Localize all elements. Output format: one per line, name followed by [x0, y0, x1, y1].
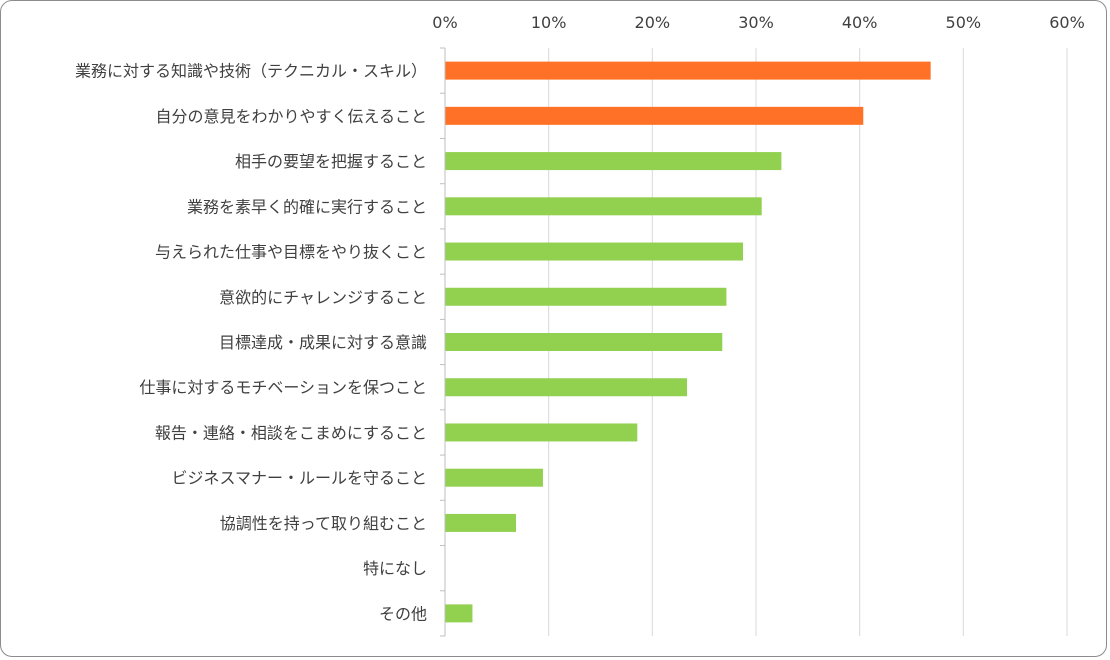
category-label: 自分の意見をわかりやすく伝えること	[155, 107, 427, 126]
bar	[445, 378, 688, 397]
x-tick-label: 60%	[1049, 13, 1085, 32]
category-label: 業務に対する知識や技術（テクニカル・スキル）	[75, 62, 427, 81]
category-label: 協調性を持って取り組むこと	[220, 514, 427, 533]
x-tick-label: 0%	[432, 13, 457, 32]
category-labels: 業務に対する知識や技術（テクニカル・スキル） 自分の意見をわかりやすく伝えること相…	[75, 62, 427, 624]
x-tick-label: 40%	[842, 13, 878, 32]
category-label: 報告・連絡・相談をこまめにすること	[155, 423, 427, 442]
bar	[445, 61, 931, 80]
category-label: 特になし	[363, 559, 427, 578]
category-label: 与えられた仕事や目標をやり抜くこと	[155, 243, 427, 262]
category-label: 目標達成・成果に対する意識	[219, 333, 427, 352]
bar	[445, 242, 744, 261]
bar	[445, 333, 723, 351]
bar	[445, 604, 473, 623]
bar	[445, 197, 762, 216]
category-label: 相手の要望を把握すること	[235, 152, 427, 171]
x-axis-tick-labels: 0% 10% 20% 30% 40% 50% 60%	[432, 13, 1084, 32]
bar	[445, 287, 727, 306]
category-label: 意欲的にチャレンジすること	[219, 288, 427, 307]
category-label: 業務を素早く的確に実行すること	[187, 197, 427, 216]
x-tick-label: 50%	[946, 13, 982, 32]
category-label: 仕事に対するモチベーションを保つこと	[139, 378, 427, 397]
x-tick-label: 10%	[531, 13, 567, 32]
bar	[445, 106, 864, 125]
category-axis	[440, 47, 446, 637]
category-label: その他	[379, 604, 427, 623]
bar	[445, 152, 782, 171]
bars	[445, 61, 931, 623]
bar	[445, 423, 638, 442]
category-label: ビジネスマナー・ルールを守ること	[171, 469, 427, 488]
bar	[445, 513, 516, 532]
bar	[445, 468, 543, 487]
gridlines	[548, 48, 1068, 636]
x-tick-label: 20%	[635, 13, 671, 32]
x-tick-label: 30%	[738, 13, 774, 32]
